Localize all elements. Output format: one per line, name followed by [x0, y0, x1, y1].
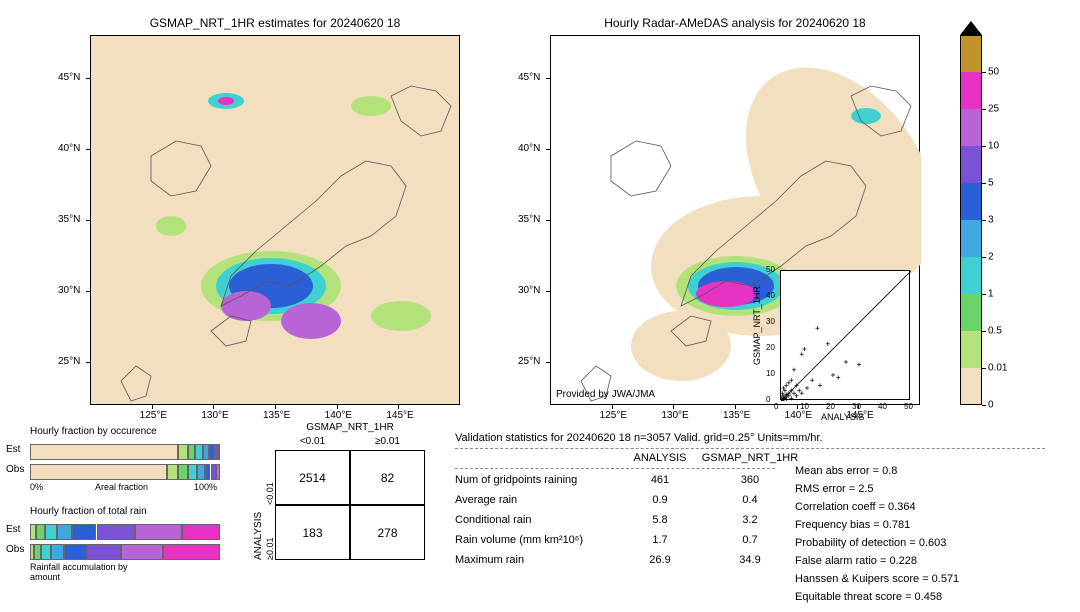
map-left — [90, 35, 460, 405]
map-xtick: 140°E — [325, 410, 352, 421]
validation-stat: Correlation coeff = 0.364 — [795, 498, 916, 516]
hbar-row-label: Obs — [6, 464, 24, 475]
map-xtick: 135°E — [723, 410, 750, 421]
colorbar-tick: 2 — [988, 252, 994, 263]
map-xtick: 135°E — [263, 410, 290, 421]
map-ytick: 35°N — [58, 214, 80, 225]
map-left-title: GSMAP_NRT_1HR estimates for 20240620 18 — [90, 16, 460, 30]
validation-stat: RMS error = 2.5 — [795, 480, 874, 498]
hbar-row-label: Est — [6, 444, 20, 455]
stats-row: Rain volume (mm km²10⁶)1.70.7 — [455, 534, 805, 546]
map-ytick: 30°N — [58, 285, 80, 296]
validation-stat: Mean abs error = 0.8 — [795, 462, 897, 480]
map-ytick: 40°N — [518, 143, 540, 154]
map-ytick: 30°N — [518, 285, 540, 296]
colorbar-tick: 0.01 — [988, 363, 1007, 374]
hbar-caption: Rainfall accumulation by amount — [30, 562, 147, 582]
stats-row: Average rain0.90.4 — [455, 494, 805, 506]
contingency-cell: 82 — [350, 450, 425, 505]
map-ytick: 45°N — [518, 72, 540, 83]
hbar-title: Hourly fraction of total rain — [30, 506, 147, 517]
contingency-row-header: ANALYSIS — [253, 512, 264, 560]
validation-stat: Probability of detection = 0.603 — [795, 534, 946, 552]
map-ytick: 25°N — [58, 356, 80, 367]
stats-title: Validation statistics for 20240620 18 n=… — [455, 432, 823, 444]
scatter-ylabel: GSMAP_NRT_1HR — [752, 286, 762, 365]
colorbar-tick: 0.5 — [988, 326, 1002, 337]
stats-row: Conditional rain5.83.2 — [455, 514, 805, 526]
map-ytick: 40°N — [58, 143, 80, 154]
map-xtick: 145°E — [386, 410, 413, 421]
colorbar: 00.010.51235102550 — [960, 35, 982, 405]
validation-stat: False alarm ratio = 0.228 — [795, 552, 917, 570]
validation-stat: Equitable threat score = 0.458 — [795, 588, 942, 606]
stats-row: Num of gridpoints raining461360 — [455, 474, 805, 486]
colorbar-tick: 0 — [988, 400, 994, 411]
map-right-title: Hourly Radar-AMeDAS analysis for 2024062… — [550, 16, 920, 30]
contingency-cell: 2514 — [275, 450, 350, 505]
map-xtick: 130°E — [661, 410, 688, 421]
stats-row: Maximum rain26.934.9 — [455, 554, 805, 566]
contingency-col-header: GSMAP_NRT_1HR — [275, 422, 425, 433]
map-ytick: 45°N — [58, 72, 80, 83]
map-xtick: 140°E — [785, 410, 812, 421]
scatter-xlabel: ANALYSIS — [821, 412, 864, 422]
map-xtick: 125°E — [600, 410, 627, 421]
map-ytick: 25°N — [518, 356, 540, 367]
contingency-cell: 278 — [350, 505, 425, 560]
contingency-cell: 183 — [275, 505, 350, 560]
colorbar-tick: 25 — [988, 104, 999, 115]
map-xtick: 125°E — [140, 410, 167, 421]
map-xtick: 130°E — [201, 410, 228, 421]
colorbar-tick: 1 — [988, 289, 994, 300]
hbar-row-label: Est — [6, 524, 20, 535]
colorbar-tick: 50 — [988, 67, 999, 78]
colorbar-tick: 5 — [988, 178, 994, 189]
validation-stat: Hanssen & Kuipers score = 0.571 — [795, 570, 959, 588]
validation-stat: Frequency bias = 0.781 — [795, 516, 910, 534]
hbar-title: Hourly fraction by occurence — [30, 426, 157, 437]
colorbar-tick: 3 — [988, 215, 994, 226]
colorbar-tick: 10 — [988, 141, 999, 152]
map-attribution: Provided by JWA/JMA — [556, 389, 655, 400]
scatter-inset — [780, 270, 910, 400]
map-ytick: 35°N — [518, 214, 540, 225]
hbar-row-label: Obs — [6, 544, 24, 555]
